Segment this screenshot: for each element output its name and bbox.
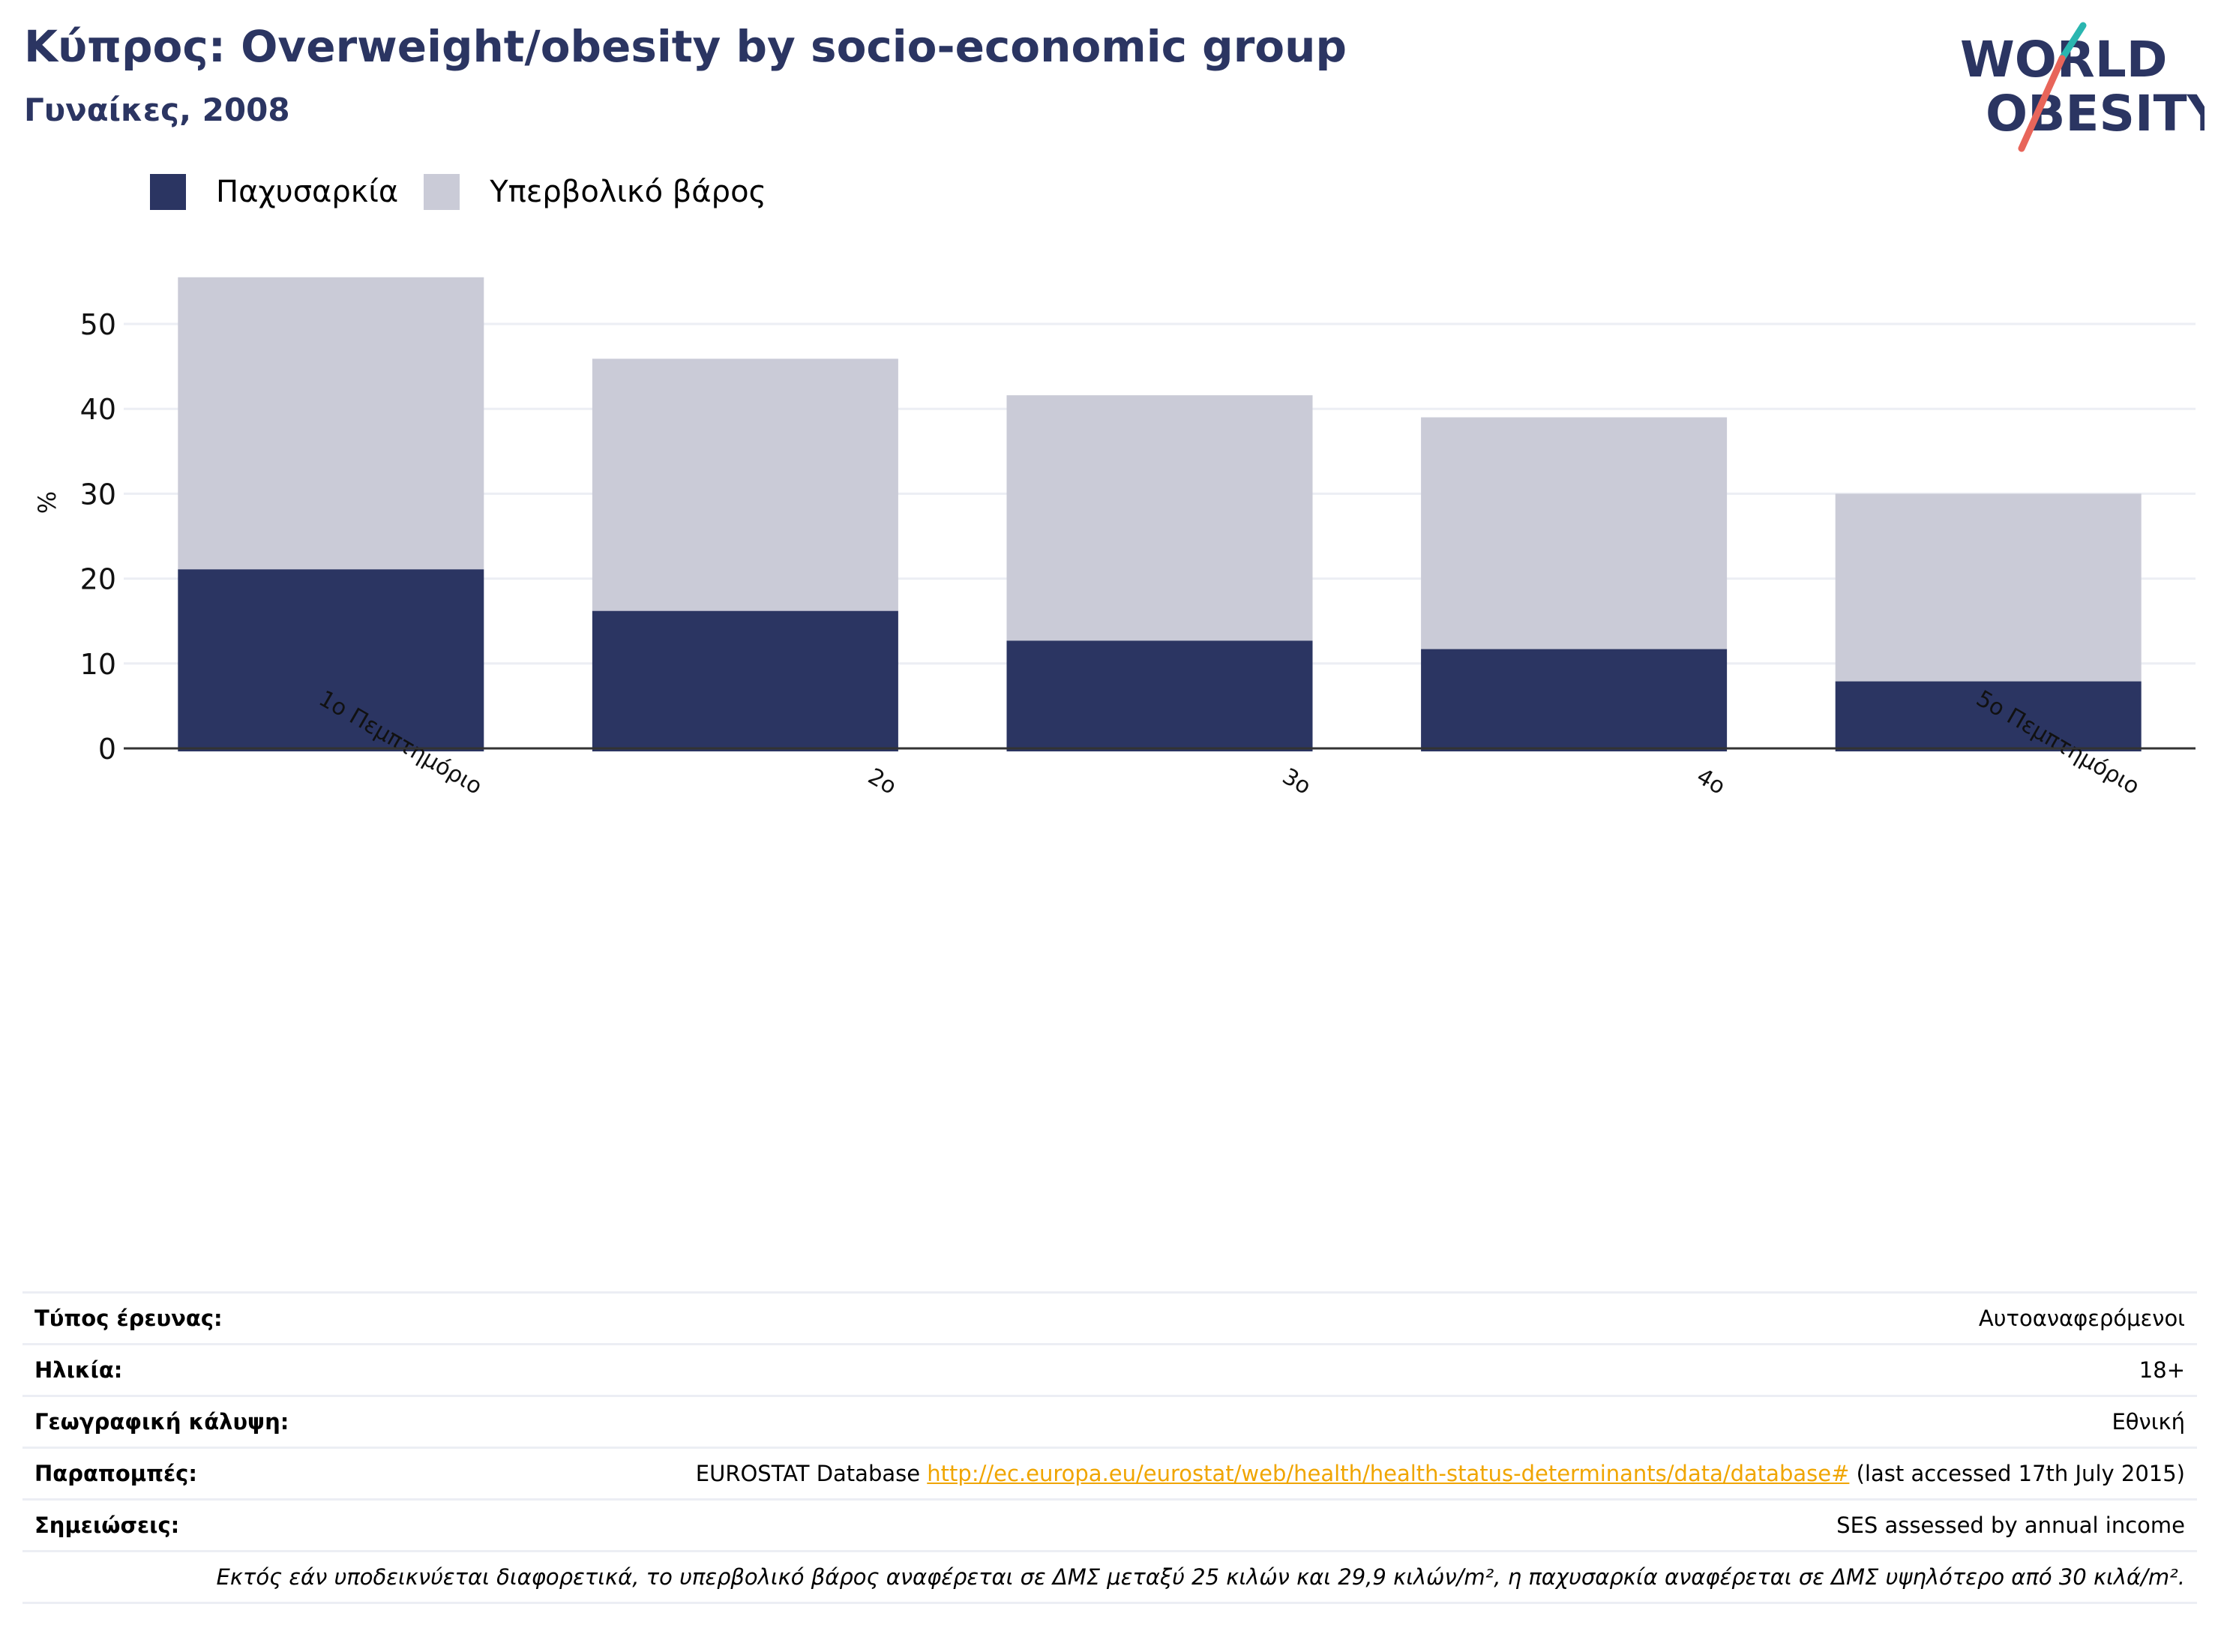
bar-obesity — [1421, 649, 1728, 751]
bar-overweight — [592, 358, 898, 611]
logo-line2: OBESITY — [1986, 85, 2205, 142]
chart-subtitle: Γυναίκες, 2008 — [24, 91, 290, 128]
y-tick-label: 30 — [80, 478, 116, 511]
meta-row-references: Παραπομπές: EUROSTAT Database http://ec.… — [22, 1447, 2197, 1500]
meta-value: EUROSTAT Database http://ec.europa.eu/eu… — [360, 1447, 2197, 1500]
legend-label-overweight: Υπερβολικό βάρος — [490, 175, 767, 209]
meta-label: Ηλικία: — [22, 1343, 361, 1396]
chart-legend: Παχυσαρκία Υπερβολικό βάρος — [150, 174, 792, 210]
meta-label: Παραπομπές: — [22, 1447, 361, 1500]
logo-slash-bottom — [2018, 55, 2066, 152]
meta-row-survey-type: Τύπος έρευνας: Αυτοαναφερόμενοι — [22, 1291, 2197, 1345]
bar-overweight — [1421, 417, 1728, 649]
y-tick-label: 0 — [98, 733, 116, 766]
legend-item-overweight: Υπερβολικό βάρος — [424, 174, 766, 210]
meta-row-notes: Σημειώσεις: SES assessed by annual incom… — [22, 1498, 2197, 1552]
legend-label-obesity: Παχυσαρκία — [216, 175, 399, 209]
reference-link[interactable]: http://ec.europa.eu/eurostat/web/health/… — [927, 1461, 1850, 1486]
x-tick-label: 3ο — [1278, 763, 1315, 800]
world-obesity-logo: WORLD OBESITY — [1960, 22, 2205, 152]
chart-title: Κύπρος: Overweight/obesity by socio-econ… — [24, 21, 1347, 72]
footnote: Εκτός εάν υποδεικνύεται διαφορετικά, το … — [22, 1550, 2197, 1604]
y-tick-label: 50 — [80, 308, 116, 341]
bar-overweight — [178, 277, 484, 570]
legend-item-obesity: Παχυσαρκία — [150, 174, 398, 210]
bar-obesity — [178, 569, 484, 751]
metadata-table: Τύπος έρευνας: Αυτοαναφερόμενοι Ηλικία: … — [22, 1291, 2197, 1604]
x-tick-label: 4ο — [1692, 763, 1730, 800]
meta-row-age: Ηλικία: 18+ — [22, 1343, 2197, 1396]
bar-obesity — [1006, 640, 1313, 751]
meta-row-footnote: Εκτός εάν υποδεικνύεται διαφορετικά, το … — [22, 1550, 2197, 1604]
bar-overweight — [1835, 493, 2142, 682]
y-tick-label: 20 — [80, 563, 116, 596]
meta-label: Γεωγραφική κάλυψη: — [22, 1395, 361, 1448]
bar-obesity — [1835, 681, 2142, 751]
y-tick-label: 40 — [80, 393, 116, 426]
logo-slash-top — [2058, 22, 2087, 62]
meta-label: Σημειώσεις: — [22, 1498, 361, 1552]
meta-row-coverage: Γεωγραφική κάλυψη: Εθνική — [22, 1395, 2197, 1448]
meta-value: SES assessed by annual income — [360, 1498, 2197, 1552]
meta-label: Τύπος έρευνας: — [22, 1291, 361, 1345]
y-axis-label: % — [33, 491, 61, 514]
reference-suffix: (last accessed 17th July 2015) — [1849, 1461, 2185, 1486]
bar-obesity — [592, 610, 898, 751]
reference-prefix: EUROSTAT Database — [695, 1461, 928, 1486]
meta-value: Εθνική — [360, 1395, 2197, 1448]
bar-overweight — [1006, 395, 1313, 641]
meta-value: 18+ — [360, 1343, 2197, 1396]
meta-value: Αυτοαναφερόμενοι — [360, 1291, 2197, 1345]
legend-swatch-obesity — [150, 174, 186, 210]
x-tick-label: 2ο — [863, 763, 901, 800]
y-tick-label: 10 — [80, 648, 116, 681]
legend-swatch-overweight — [424, 174, 460, 210]
